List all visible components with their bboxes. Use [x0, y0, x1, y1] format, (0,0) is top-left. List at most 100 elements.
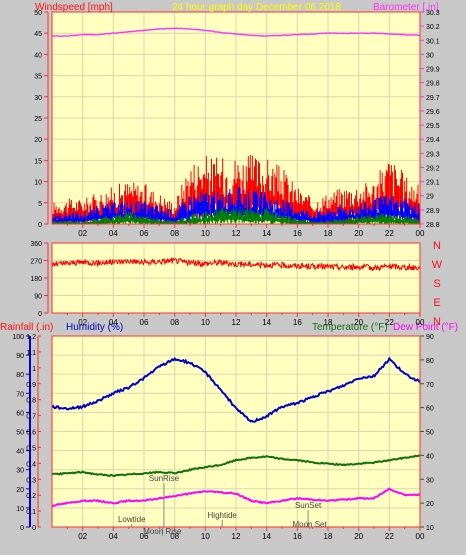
annotation-hightide: Hightide	[208, 511, 238, 520]
time-tick-label: 14	[262, 318, 271, 327]
humidity-tick-label: 20	[16, 487, 24, 494]
direction-tick-label: 90	[34, 294, 42, 301]
time-tick-label: 00	[416, 532, 425, 541]
dewpoint-line	[51, 487, 421, 507]
humidity-tick-label: 30	[16, 468, 24, 475]
time-tick-label: 06	[140, 532, 149, 541]
time-tick-label: 10	[201, 532, 210, 541]
time-tick-label: 18	[324, 229, 333, 238]
compass-label-n: N	[433, 316, 441, 328]
rainfall-tick-label: 0.6	[26, 430, 36, 437]
barometer-tick-label: 29.5	[426, 123, 440, 130]
windspeed-title: Windspeed [mph]	[35, 2, 113, 13]
windspeed-tick-label: 25	[34, 116, 42, 123]
time-tick-label: 04	[109, 532, 118, 541]
barometer-line	[51, 27, 421, 38]
time-tick-label: 06	[140, 229, 149, 238]
plot-border-2	[51, 242, 421, 314]
time-tick-label: 14	[262, 532, 271, 541]
time-tick-label: 00	[416, 318, 425, 327]
barometer-tick-label: 29.7	[426, 95, 440, 102]
time-tick-label: 22	[385, 532, 394, 541]
direction-tick-label: 360	[30, 241, 42, 248]
windspeed-tick-label: 45	[34, 31, 42, 38]
windspeed-tick-label: 40	[34, 52, 42, 59]
time-tick-label: 02	[78, 318, 87, 327]
time-tick-label: 10	[201, 318, 210, 327]
barometer-tick-label: 29.4	[426, 137, 440, 144]
wind-direction-trace	[51, 256, 421, 272]
time-tick-label: 18	[324, 318, 333, 327]
time-tick-label: 22	[385, 229, 394, 238]
time-tick-label: 12	[232, 318, 241, 327]
humidity-tick-label: 60	[16, 410, 24, 417]
rainfall-tick-label: 0.1	[26, 509, 36, 516]
time-tick-label: 04	[109, 229, 118, 238]
barometer-tick-label: 29.1	[426, 180, 440, 187]
temperature-tick-label: 60	[426, 406, 434, 413]
temperature-tick-label: 30	[426, 477, 434, 484]
barometer-tick-label: 30.2	[426, 24, 440, 31]
annotation-sunrise: SunRise	[149, 474, 180, 483]
time-tick-label: 12	[232, 532, 241, 541]
time-tick-label: 08	[170, 318, 179, 327]
time-tick-label: 14	[262, 229, 271, 238]
rainfall-tick-label: 0.9	[26, 382, 36, 389]
windspeed-tick-label: 0	[38, 222, 42, 229]
direction-tick-label: 0	[38, 311, 42, 318]
windspeed-tick-label: 35	[34, 74, 42, 81]
direction-tick-label: 270	[30, 259, 42, 266]
barometer-tick-label: 29.6	[426, 109, 440, 116]
barometer-tick-label: 29	[426, 194, 434, 201]
temperature-tick-label: 40	[426, 453, 434, 460]
rainfall-tick-label: 1.1	[26, 350, 36, 357]
temperature-tick-label: 20	[426, 501, 434, 508]
time-tick-label: 12	[232, 229, 241, 238]
rainfall-tick-label: 0.7	[26, 414, 36, 421]
rainfall-title: Rainfall (.in)	[0, 322, 53, 333]
barometer-tick-label: 30	[426, 52, 434, 59]
barometer-tick-label: 28.8	[426, 222, 440, 229]
annotation-lowtide: Lowtide	[118, 515, 146, 524]
time-tick-label: 20	[354, 532, 363, 541]
humidity-tick-label: 100	[12, 334, 24, 341]
windspeed-tick-label: 5	[38, 201, 42, 208]
rainfall-tick-label: 0.8	[26, 398, 36, 405]
windspeed-tick-label: 15	[34, 158, 42, 165]
time-tick-label: 20	[354, 229, 363, 238]
humidity-tick-label: 70	[16, 391, 24, 398]
windspeed-tick-label: 50	[34, 10, 42, 17]
barometer-tick-label: 29.3	[426, 151, 440, 158]
time-tick-label: 08	[170, 532, 179, 541]
rainfall-tick-label: 0.5	[26, 445, 36, 452]
rainfall-tick-label: 0.3	[26, 477, 36, 484]
temperature-tick-label: 50	[426, 430, 434, 437]
rainfall-tick-label: 0.4	[26, 461, 36, 468]
windspeed-tick-label: 20	[34, 137, 42, 144]
time-tick-label: 18	[324, 532, 333, 541]
time-tick-label: 16	[293, 532, 302, 541]
humidity-line	[51, 356, 421, 423]
barometer-tick-label: 30.3	[426, 10, 440, 17]
time-tick-label: 00	[416, 229, 425, 238]
time-tick-label: 16	[293, 229, 302, 238]
direction-tick-label: 180	[30, 276, 42, 283]
temperature-title: Temperature (°F)	[312, 322, 388, 333]
time-tick-label: 06	[140, 318, 149, 327]
windspeed-tick-label: 30	[34, 95, 42, 102]
rainfall-tick-label: 1.2	[26, 334, 36, 341]
barometer-title: Barometer [.in]	[373, 2, 439, 13]
compass-label-s: S	[433, 278, 440, 290]
rainfall-tick-label: 0.2	[26, 493, 36, 500]
annotation-moon-rise: Moon Rise	[143, 527, 182, 536]
time-tick-label: 10	[201, 229, 210, 238]
humidity-tick-label: 0	[20, 525, 24, 532]
barometer-tick-label: 29.2	[426, 165, 440, 172]
humidity-tick-label: 50	[16, 430, 24, 437]
humidity-tick-label: 40	[16, 449, 24, 456]
annotation-moon-set: Moon Set	[292, 520, 327, 529]
barometer-tick-label: 28.9	[426, 208, 440, 215]
time-tick-label: 02	[78, 229, 87, 238]
humidity-tick-label: 10	[16, 506, 24, 513]
